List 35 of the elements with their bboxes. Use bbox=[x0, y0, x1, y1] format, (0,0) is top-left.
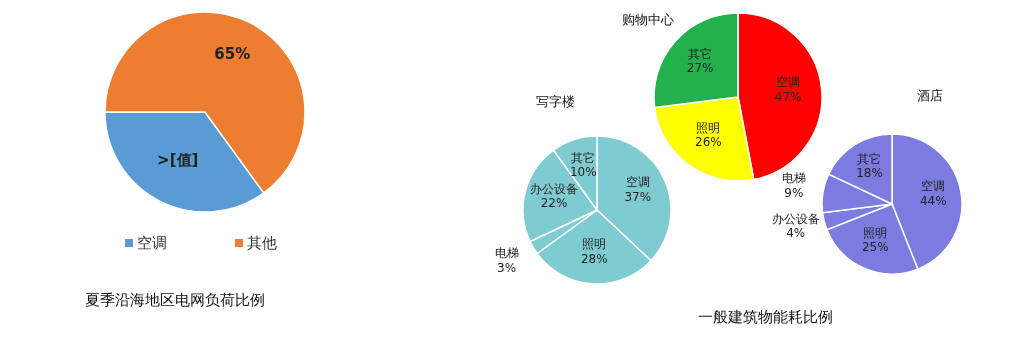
data-label: 44% bbox=[919, 193, 947, 208]
slice-label: 其它 bbox=[857, 151, 882, 166]
slice-label: 照明 bbox=[696, 120, 721, 135]
slice-label: 办公设备 bbox=[771, 211, 820, 226]
data-label: 10% bbox=[569, 165, 597, 180]
data-label: 65% bbox=[214, 44, 251, 63]
data-label: 28% bbox=[580, 251, 608, 266]
slice-label: 办公设备 bbox=[529, 181, 578, 196]
text: 一般建筑物能耗比例 bbox=[697, 308, 833, 326]
slice-label: 照明 bbox=[863, 225, 888, 240]
data-label: 37% bbox=[624, 189, 652, 204]
slice-label: 空调 bbox=[921, 179, 946, 194]
legend-label: 其他 bbox=[247, 234, 277, 252]
data-label: 25% bbox=[861, 239, 889, 254]
data-label: >[值] bbox=[157, 151, 199, 170]
data-label: 9% bbox=[784, 185, 804, 200]
data-label: 4% bbox=[786, 226, 806, 241]
slice-label: 电梯 bbox=[781, 171, 806, 186]
slice-label: 空调 bbox=[625, 175, 650, 190]
data-label: 18% bbox=[856, 165, 883, 180]
slice-label: 其它 bbox=[571, 150, 596, 165]
legend-label: 空调 bbox=[137, 234, 167, 252]
data-label: 22% bbox=[540, 196, 568, 211]
slice-label: 照明 bbox=[582, 237, 607, 252]
data-label: 47% bbox=[774, 89, 802, 104]
slice-label: 空调 bbox=[776, 75, 801, 90]
chart-title: 购物中心 bbox=[622, 12, 674, 27]
chart-title: 酒店 bbox=[917, 88, 943, 103]
slice-label: 其它 bbox=[688, 46, 713, 61]
data-label: 3% bbox=[497, 260, 517, 275]
slice-label: 电梯 bbox=[494, 246, 519, 261]
chart-title: 写字楼 bbox=[535, 94, 575, 109]
text: 夏季沿海地区电网负荷比例 bbox=[85, 291, 265, 309]
data-label: 26% bbox=[695, 135, 722, 150]
data-label: 27% bbox=[686, 61, 714, 76]
